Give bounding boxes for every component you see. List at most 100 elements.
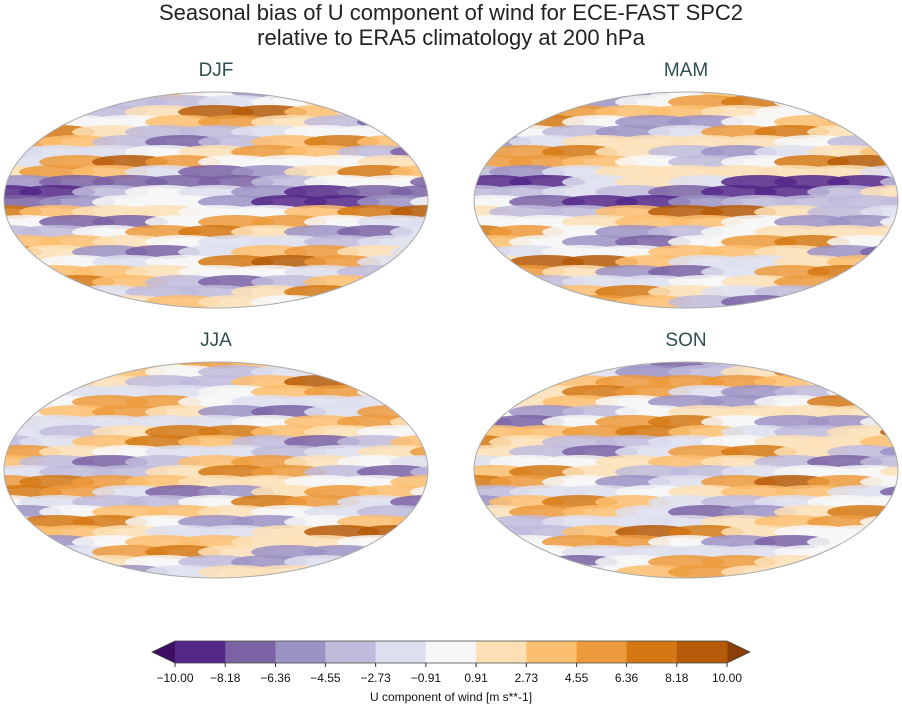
colorbar-bin <box>425 641 477 663</box>
field-blob <box>860 555 898 569</box>
colorbar-tick-label: −4.55 <box>310 671 341 685</box>
field-blob <box>410 505 428 519</box>
field-blob <box>860 395 898 409</box>
field-blob <box>474 115 532 129</box>
field-blob <box>4 545 62 559</box>
field-blob <box>39 365 115 379</box>
field-blob <box>4 565 62 578</box>
colorbar-tick-label: 6.36 <box>615 671 639 685</box>
subtitle: relative to ERA5 climatology at 200 hPa <box>257 25 645 50</box>
field-blob <box>474 275 532 289</box>
field-blob <box>754 362 830 369</box>
field-blob <box>860 125 898 139</box>
field-blob <box>827 275 898 289</box>
field-blob <box>880 275 898 289</box>
colorbar-tick-label: 4.55 <box>565 671 589 685</box>
field-blob <box>668 565 744 578</box>
field-blob <box>827 545 898 559</box>
field-blob <box>410 425 428 439</box>
colorbar-tick-label: −10.00 <box>156 671 193 685</box>
field-blob <box>807 555 883 569</box>
colorbar-tick-label: −8.18 <box>210 671 241 685</box>
field-blob <box>337 285 413 299</box>
field-blob <box>754 92 830 99</box>
field-blob <box>390 395 428 409</box>
field-blob <box>668 295 744 308</box>
field-blob <box>4 275 62 289</box>
field-blob <box>390 375 428 389</box>
colorbar-bin <box>175 641 226 663</box>
field-blob <box>337 362 413 369</box>
field-blob <box>4 362 42 369</box>
field-blob <box>880 565 898 578</box>
field-blob <box>880 95 898 109</box>
field-blob <box>880 295 898 308</box>
field-blob <box>489 362 565 369</box>
field-blob <box>509 295 585 308</box>
field-blob <box>390 125 428 139</box>
field-blob <box>474 555 512 569</box>
map-frame <box>3 361 429 579</box>
field-blob <box>410 115 428 129</box>
field-blob <box>304 295 380 308</box>
map-field <box>474 92 898 308</box>
field-blob <box>337 92 413 99</box>
field-blob <box>474 265 512 279</box>
map-field <box>4 92 428 308</box>
field-blob <box>807 92 883 99</box>
field-blob <box>860 105 898 119</box>
field-blob <box>774 295 850 308</box>
field-blob <box>19 92 95 99</box>
colorbar-bin <box>526 641 578 663</box>
field-blob <box>4 285 42 299</box>
field-blob <box>19 362 95 369</box>
field-blob <box>357 295 428 308</box>
field-blob <box>489 555 565 569</box>
map-field <box>474 362 898 578</box>
colorbar-label: U component of wind [m s**-1] <box>370 690 532 704</box>
field-blob <box>474 395 512 409</box>
field-blob <box>827 95 898 109</box>
field-blob <box>4 535 42 549</box>
field-blob <box>474 125 512 139</box>
field-blob <box>827 295 898 308</box>
field-blob <box>880 115 898 129</box>
field-blob <box>390 265 428 279</box>
field-blob <box>880 525 898 539</box>
field-blob <box>880 385 898 399</box>
field-blob <box>827 365 898 379</box>
field-blob <box>390 92 428 99</box>
field-blob <box>474 295 532 308</box>
field-blob <box>251 295 327 308</box>
colorbar-bin <box>576 641 628 663</box>
field-blob <box>509 365 585 379</box>
colorbar-extend-low <box>152 641 175 663</box>
field-blob <box>880 255 898 269</box>
field-blob <box>72 92 148 99</box>
field-blob <box>4 115 62 129</box>
field-blob <box>509 95 585 109</box>
field-blob <box>410 135 428 149</box>
field-blob <box>4 295 62 308</box>
colorbar-tick-label: 10.00 <box>712 671 742 685</box>
field-blob <box>4 95 62 109</box>
field-blob <box>542 92 618 99</box>
field-blob <box>390 105 428 119</box>
panel-title: DJF <box>199 60 234 81</box>
field-blob <box>860 285 898 299</box>
field-blob <box>39 565 115 578</box>
field-blob <box>4 395 42 409</box>
field-blob <box>827 565 898 578</box>
field-blob <box>807 362 883 369</box>
colorbar-bin <box>676 641 728 663</box>
field-blob <box>4 385 62 399</box>
field-blob <box>474 375 512 389</box>
field-blob <box>880 545 898 559</box>
field-blob <box>474 385 532 399</box>
colorbar-tick-label: 0.91 <box>464 671 488 685</box>
field-blob <box>410 365 428 379</box>
field-blob <box>474 365 532 379</box>
field-blob <box>357 565 428 578</box>
field-blob <box>410 545 428 559</box>
field-blob <box>39 95 115 109</box>
